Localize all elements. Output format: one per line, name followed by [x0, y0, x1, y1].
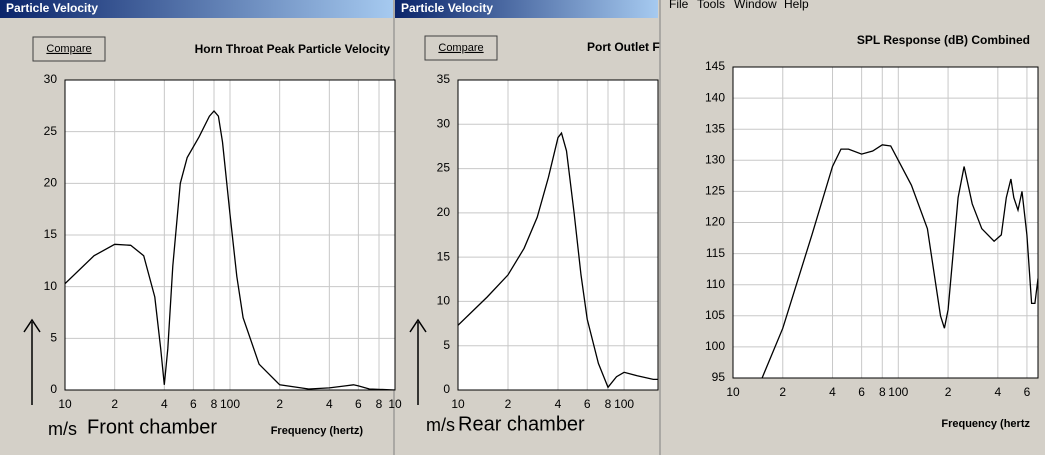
data-line	[761, 144, 1038, 378]
title-bar	[0, 0, 393, 18]
x-tick-label: 2	[276, 397, 283, 411]
y-tick-label: 15	[437, 249, 451, 263]
y-tick-label: 5	[443, 338, 450, 352]
y-tick-label: 20	[437, 205, 451, 219]
y-tick-label: 30	[44, 72, 58, 86]
plot-frame	[457, 79, 659, 391]
arrow-head	[409, 318, 427, 333]
x-tick-label: 6	[355, 397, 362, 411]
menu-item[interactable]: File	[669, 0, 689, 11]
x-tick-label: 8	[376, 397, 383, 411]
x-tick-label: 6	[1024, 385, 1031, 399]
x-axis-label: Frequency (hertz)	[271, 425, 364, 437]
x-tick-label: 4	[555, 397, 562, 411]
x-tick-label: 6	[584, 397, 591, 411]
x-tick-label: 100	[614, 397, 634, 411]
data-line	[458, 131, 658, 389]
y-tick-label: 5	[50, 331, 57, 345]
y-tick-label: 10	[44, 279, 58, 293]
x-tick-label: 8	[879, 385, 886, 399]
y-tick-label: 25	[44, 124, 58, 138]
y-tick-label: 30	[437, 116, 451, 130]
y-tick-label: 15	[44, 227, 58, 241]
title-bar	[395, 0, 658, 18]
y-tick-label: 145	[705, 59, 725, 73]
data-line	[65, 110, 395, 390]
x-tick-label: 4	[161, 397, 168, 411]
menu-item[interactable]: Window	[734, 0, 777, 11]
y-tick-label: 135	[705, 121, 725, 135]
arrow-head	[23, 318, 41, 333]
y-tick-label: 125	[705, 184, 725, 198]
x-tick-label: 6	[190, 397, 197, 411]
x-tick-label: 2	[111, 397, 118, 411]
annotation: Rear chamber	[458, 413, 585, 435]
x-tick-label: 8	[605, 397, 612, 411]
y-tick-label: 140	[705, 90, 725, 104]
chart-title: Port Outlet F	[587, 40, 660, 54]
x-tick-label: 100	[888, 385, 908, 399]
y-tick-label: 0	[50, 382, 57, 396]
window-title: Particle Velocity	[401, 1, 493, 15]
x-tick-label: 4	[829, 385, 836, 399]
x-tick-label: 10	[388, 397, 402, 411]
compare-button[interactable]	[32, 36, 106, 62]
x-axis-label: Frequency (hertz	[941, 418, 1030, 430]
y-tick-label: 105	[705, 308, 725, 322]
x-tick-label: 100	[220, 397, 240, 411]
y-tick-label: 10	[437, 294, 451, 308]
x-tick-label: 10	[58, 397, 72, 411]
x-tick-label: 2	[779, 385, 786, 399]
window-title: Particle Velocity	[6, 1, 98, 15]
x-tick-label: 10	[451, 397, 465, 411]
menu-item[interactable]: Tools	[697, 0, 725, 11]
menu-item[interactable]: Help	[784, 0, 809, 11]
y-tick-label: 35	[437, 72, 451, 86]
plot-frame	[64, 79, 396, 391]
compare-button[interactable]	[424, 35, 498, 61]
chart-title: SPL Response (dB) Combined	[857, 33, 1030, 47]
button-label[interactable]: Compare	[438, 42, 483, 54]
x-tick-label: 10	[726, 385, 740, 399]
y-tick-label: 25	[437, 161, 451, 175]
x-tick-label: 8	[211, 397, 218, 411]
chart-title: Horn Throat Peak Particle Velocity	[195, 42, 391, 56]
y-tick-label: 120	[705, 215, 725, 229]
y-tick-label: 110	[706, 277, 725, 291]
button-label[interactable]: Compare	[46, 43, 91, 55]
y-tick-label: 20	[44, 176, 58, 190]
x-tick-label: 6	[858, 385, 865, 399]
y-tick-label: 115	[706, 246, 725, 260]
y-tick-label: 130	[705, 152, 725, 166]
annotation: m/s	[426, 415, 455, 435]
y-tick-label: 100	[705, 339, 725, 353]
annotation: m/s	[48, 419, 77, 439]
x-tick-label: 2	[505, 397, 512, 411]
plot-frame	[732, 66, 1039, 379]
x-tick-label: 4	[994, 385, 1001, 399]
y-tick-label: 95	[712, 370, 726, 384]
annotation: Front chamber	[87, 416, 217, 438]
y-tick-label: 0	[443, 382, 450, 396]
x-tick-label: 4	[326, 397, 333, 411]
x-tick-label: 2	[945, 385, 952, 399]
